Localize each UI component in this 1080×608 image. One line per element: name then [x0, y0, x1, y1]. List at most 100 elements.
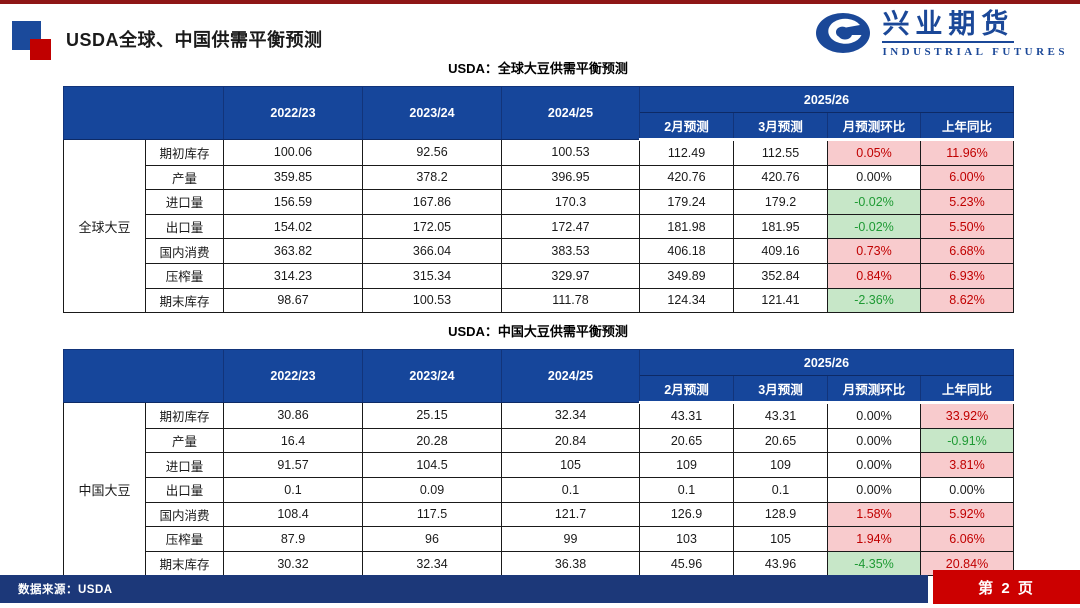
- value-cell: 406.18: [639, 238, 734, 264]
- value-cell: 363.82: [223, 238, 363, 264]
- value-cell: 167.86: [362, 189, 502, 215]
- table-row: 国内消费 363.82 366.04 383.53 406.18 409.16 0.73% 6…: [64, 238, 1014, 264]
- value-cell: 112.49: [639, 139, 734, 166]
- value-cell: 105: [501, 452, 640, 478]
- value-cell: 0.09: [362, 476, 502, 503]
- yoy-change-cell: 6.00%: [920, 164, 1014, 191]
- header-sub: 3月预测: [733, 375, 828, 405]
- value-cell: 349.89: [639, 262, 734, 289]
- value-cell: 20.28: [362, 427, 502, 454]
- value-cell: 124.34: [639, 287, 734, 314]
- header-sub: 月预测环比: [827, 112, 921, 141]
- value-cell: 409.16: [733, 238, 828, 264]
- table-row: 中国大豆 期初库存 30.86 25.15 32.34 43.31 43.31 0.00% 33…: [63, 402, 1014, 577]
- table-row: 进口量 91.57 104.5 105 109 109 0.00% 3.81%: [64, 452, 1014, 478]
- value-cell: 0.1: [639, 476, 734, 503]
- header-forecast-year: 2025/26: [639, 349, 1014, 377]
- mom-change-cell: 1.58%: [827, 501, 921, 528]
- row-label: 进口量: [145, 452, 224, 478]
- value-cell: 172.47: [501, 213, 640, 240]
- mom-change-cell: 0.84%: [827, 262, 921, 289]
- header-year: 2022/23: [223, 86, 363, 140]
- header-sub: 2月预测: [639, 112, 734, 141]
- value-cell: 156.59: [223, 189, 363, 215]
- yoy-change-cell: 11.96%: [920, 139, 1014, 166]
- value-cell: 108.4: [223, 501, 363, 528]
- header-blank-cell: [63, 86, 224, 140]
- mom-change-cell: 1.94%: [827, 526, 921, 552]
- value-cell: 30.32: [223, 550, 363, 577]
- value-cell: 112.55: [733, 139, 828, 166]
- value-cell: 0.1: [733, 476, 828, 503]
- value-cell: 109: [733, 452, 828, 478]
- table-row: 产量 16.4 20.28 20.84 20.65 20.65 0.00% -0.91%: [64, 427, 1014, 454]
- row-label: 压榨量: [145, 262, 224, 289]
- row-label: 国内消费: [145, 501, 224, 528]
- header-sub: 上年同比: [920, 112, 1014, 141]
- value-cell: 170.3: [501, 189, 640, 215]
- decoration-red-square: [30, 39, 51, 60]
- value-cell: 111.78: [501, 287, 640, 314]
- value-cell: 36.38: [501, 550, 640, 577]
- table-caption-china: USDA：中国大豆供需平衡预测: [448, 324, 628, 340]
- row-label: 出口量: [145, 476, 224, 503]
- value-cell: 121.7: [501, 501, 640, 528]
- mom-change-cell: 0.00%: [827, 402, 921, 429]
- value-cell: 32.34: [362, 550, 502, 577]
- yoy-change-cell: -0.91%: [920, 427, 1014, 454]
- yoy-change-cell: 6.93%: [920, 262, 1014, 289]
- value-cell: 98.67: [223, 287, 363, 314]
- value-cell: 43.31: [733, 402, 828, 429]
- value-cell: 25.15: [362, 402, 502, 429]
- row-group-label: 中国大豆: [63, 402, 146, 577]
- mom-change-cell: -2.36%: [827, 287, 921, 314]
- value-cell: 172.05: [362, 213, 502, 240]
- mom-change-cell: 0.73%: [827, 238, 921, 264]
- page-number-badge: 第 2 页: [933, 570, 1080, 604]
- value-cell: 100.53: [501, 139, 640, 166]
- value-cell: 92.56: [362, 139, 502, 166]
- value-cell: 100.06: [223, 139, 363, 166]
- header-sub: 2月预测: [639, 375, 734, 405]
- mom-change-cell: 0.00%: [827, 427, 921, 454]
- table-row: 出口量 154.02 172.05 172.47 181.98 181.95 -0.02% 5…: [64, 213, 1014, 240]
- header-sub: 3月预测: [733, 112, 828, 141]
- logo-chinese-name: 兴业期货: [882, 9, 1015, 43]
- value-cell: 0.1: [501, 476, 640, 503]
- mom-change-cell: 0.05%: [827, 139, 921, 166]
- table-row: 进口量 156.59 167.86 170.3 179.24 179.2 -0.02% 5.2…: [64, 189, 1014, 215]
- value-cell: 181.95: [733, 213, 828, 240]
- top-accent-strip: [0, 0, 1080, 4]
- row-label: 国内消费: [145, 238, 224, 264]
- value-cell: 104.5: [362, 452, 502, 478]
- value-cell: 32.34: [501, 402, 640, 429]
- value-cell: 103: [639, 526, 734, 552]
- row-group-label: 全球大豆: [63, 138, 146, 314]
- header-sub: 月预测环比: [827, 375, 921, 405]
- value-cell: 329.97: [501, 262, 640, 289]
- header-year: 2023/24: [362, 349, 502, 404]
- mom-change-cell: -0.02%: [827, 189, 921, 215]
- table-row: 出口量 0.1 0.09 0.1 0.1 0.1 0.00% 0.00%: [64, 476, 1014, 503]
- row-label: 期初库存: [145, 139, 224, 166]
- yoy-change-cell: 0.00%: [920, 476, 1014, 503]
- yoy-change-cell: 3.81%: [920, 452, 1014, 478]
- value-cell: 0.1: [223, 476, 363, 503]
- main-content: USDA：全球大豆供需平衡预测 2022/23 2023/24 2024/25 202…: [63, 60, 1014, 577]
- value-cell: 314.23: [223, 262, 363, 289]
- balance-table: 2022/23 2023/24 2024/25 2025/26 2月预测 3月预测 月预测环…: [63, 349, 1014, 577]
- yoy-change-cell: 8.62%: [920, 287, 1014, 314]
- table-row: 国内消费 108.4 117.5 121.7 126.9 128.9 1.58% 5.92%: [64, 501, 1014, 528]
- value-cell: 43.96: [733, 550, 828, 577]
- yoy-change-cell: 5.92%: [920, 501, 1014, 528]
- table-caption-global: USDA：全球大豆供需平衡预测: [448, 61, 628, 76]
- value-cell: 378.2: [362, 164, 502, 191]
- mom-change-cell: -0.02%: [827, 213, 921, 240]
- row-label: 出口量: [145, 213, 224, 240]
- page-title: USDA全球、中国供需平衡预测: [66, 30, 323, 50]
- value-cell: 99: [501, 526, 640, 552]
- value-cell: 315.34: [362, 262, 502, 289]
- header-year: 2023/24: [362, 86, 502, 140]
- value-cell: 30.86: [223, 402, 363, 429]
- yoy-change-cell: 6.06%: [920, 526, 1014, 552]
